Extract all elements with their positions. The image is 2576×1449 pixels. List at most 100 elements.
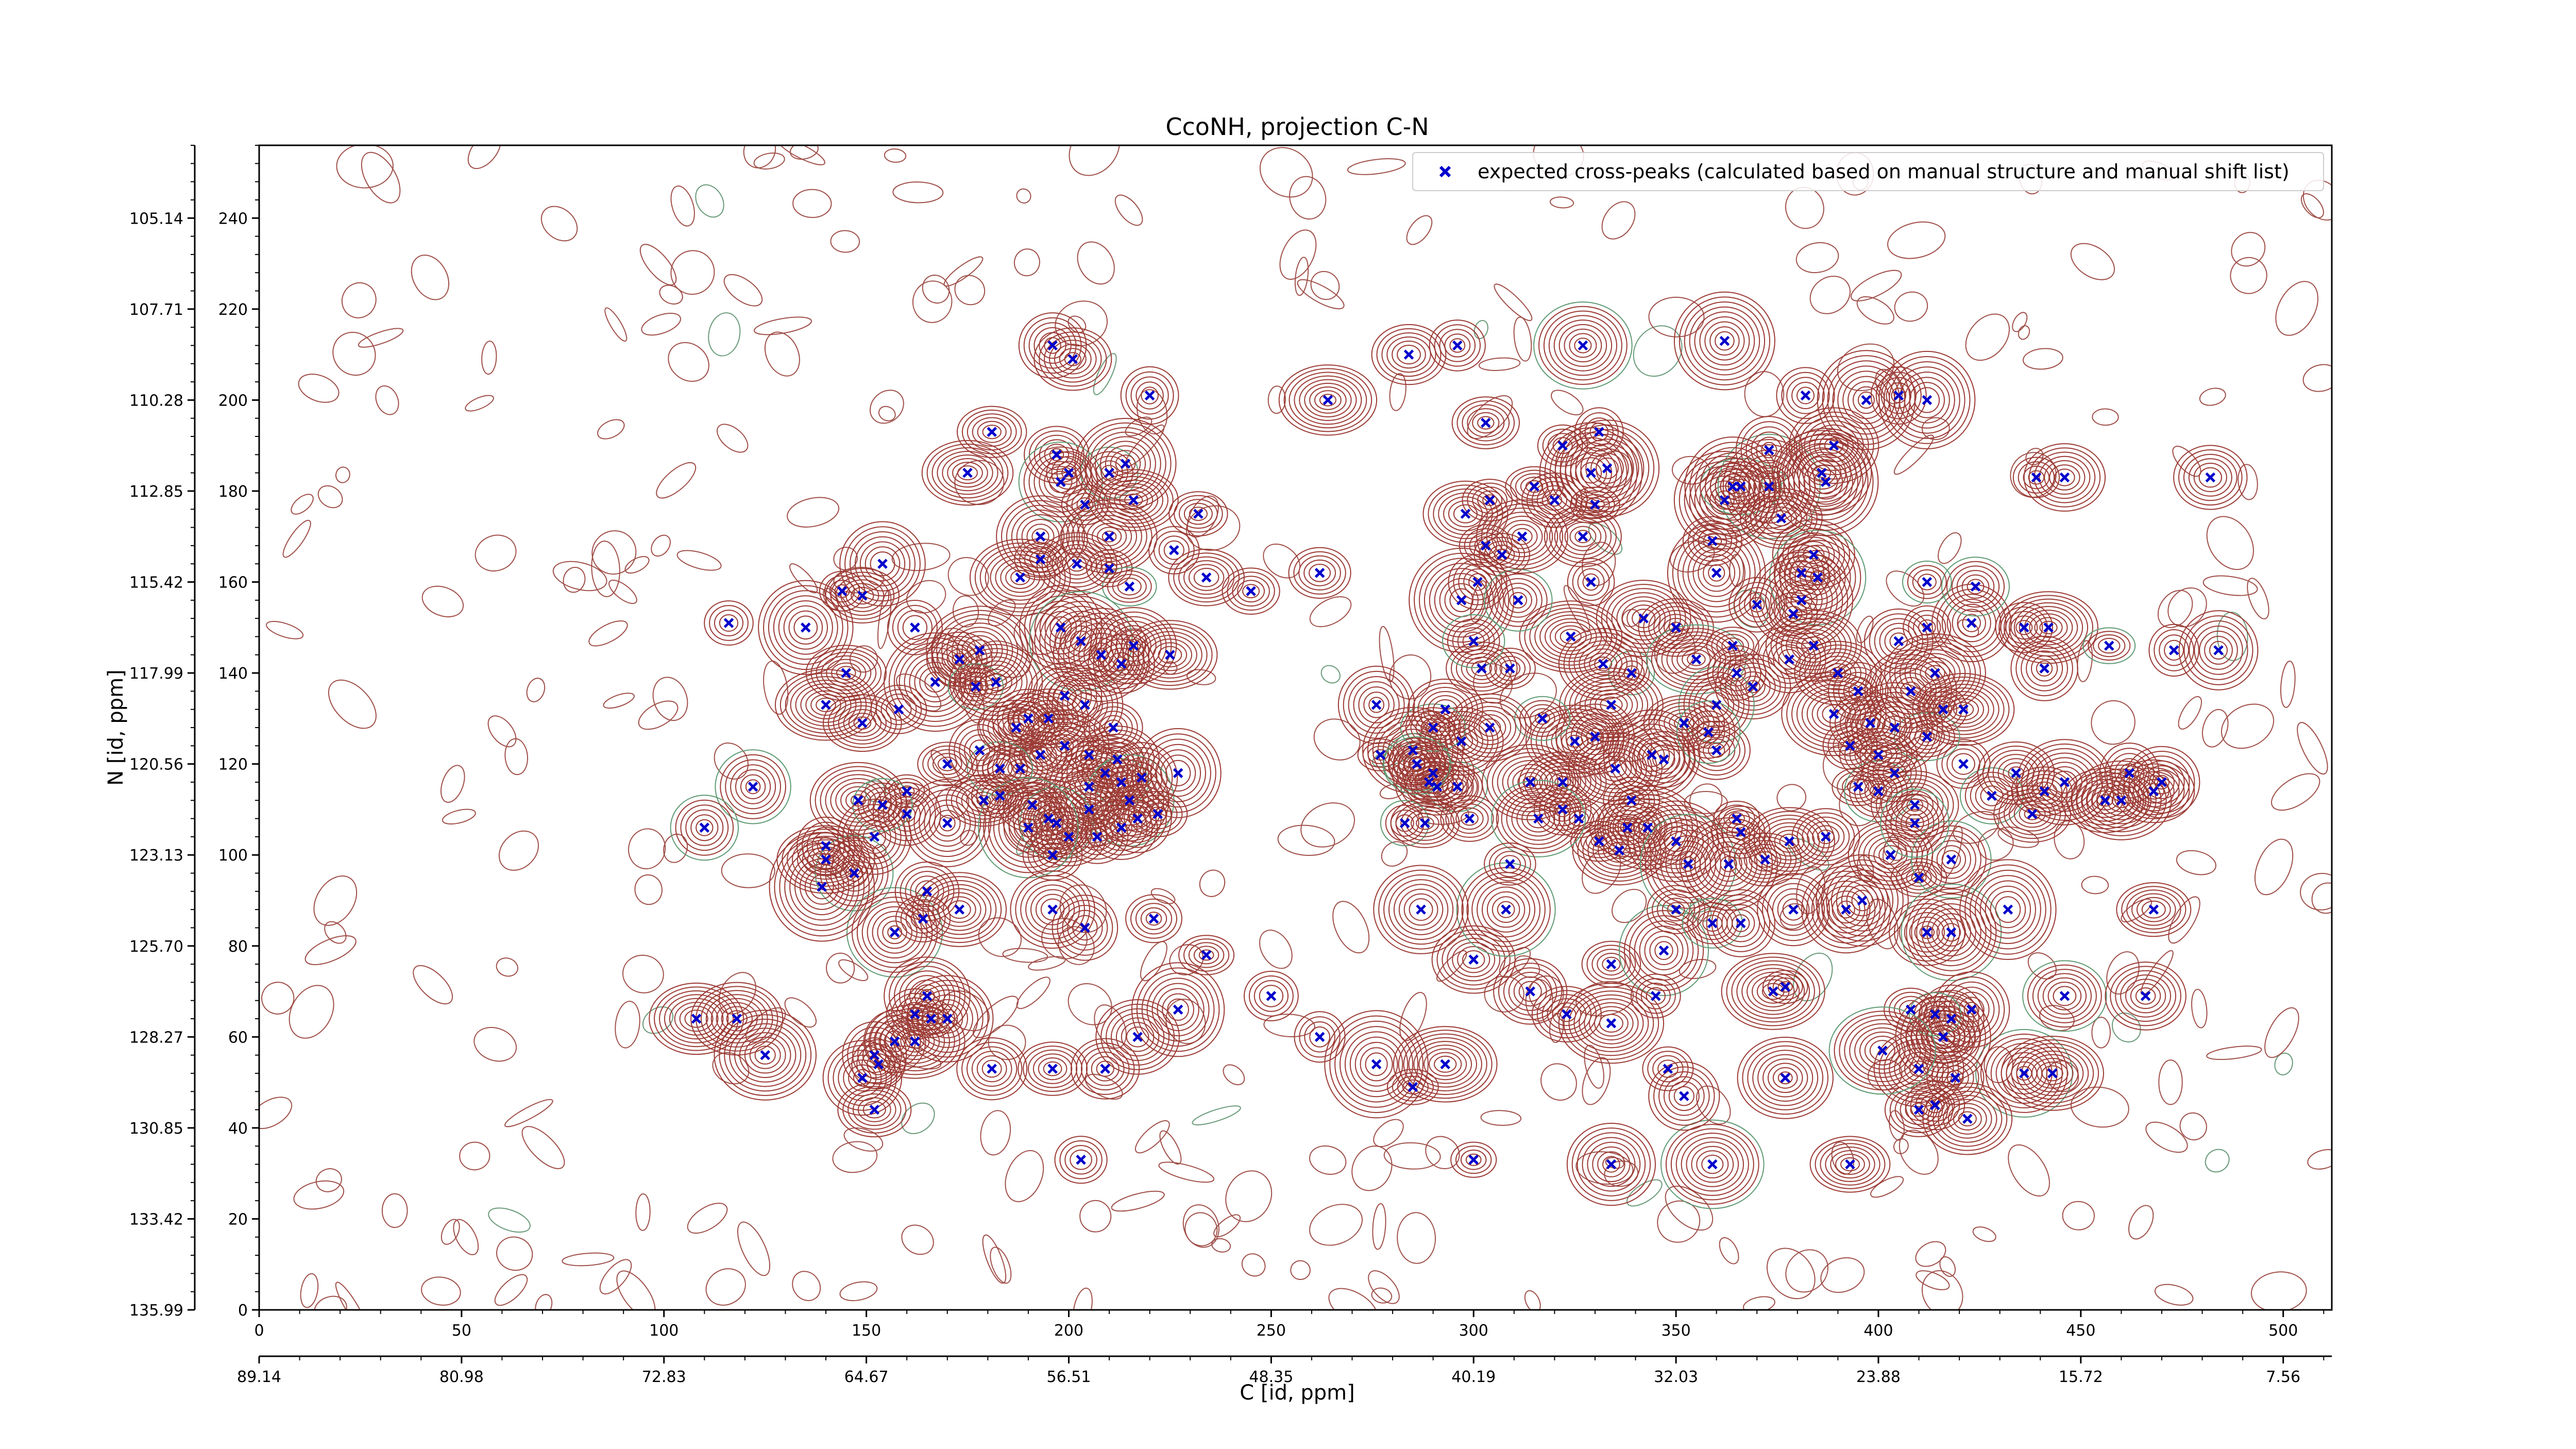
noise-contour bbox=[1719, 1237, 1739, 1265]
peak-contour bbox=[947, 458, 988, 488]
cross-peak-marker bbox=[1970, 581, 1981, 592]
peak-contour bbox=[1419, 558, 1504, 643]
peak-contour bbox=[919, 666, 952, 698]
peak-contour bbox=[1647, 1051, 1689, 1087]
cross-peak-marker bbox=[1428, 768, 1438, 779]
peak-contour bbox=[1125, 371, 1174, 420]
peak-contour bbox=[981, 1059, 1002, 1078]
peak-contour bbox=[1044, 444, 1070, 466]
noise-contour bbox=[1379, 626, 1395, 682]
cross-peak-marker bbox=[1047, 340, 1058, 351]
cross-peak-marker bbox=[1408, 1082, 1418, 1092]
noise-contour bbox=[1192, 1105, 1241, 1125]
peak-contour bbox=[2204, 635, 2233, 665]
peak-contour bbox=[1884, 987, 1938, 1032]
peak-contour bbox=[1455, 807, 1484, 830]
peak-contour bbox=[1615, 818, 1640, 838]
peak-contour bbox=[1559, 517, 1607, 555]
peak-contour bbox=[1879, 663, 1942, 719]
peak-contour bbox=[926, 443, 1009, 502]
noise-contour bbox=[2231, 232, 2266, 267]
peak-contour bbox=[1698, 529, 1727, 553]
cross-peak-marker bbox=[1132, 813, 1143, 824]
peak-contour bbox=[1506, 524, 1538, 549]
peak-contour bbox=[1054, 344, 1092, 375]
peak-contour bbox=[1135, 903, 1173, 935]
peak-contour bbox=[2076, 764, 2167, 836]
peak-contour bbox=[953, 667, 999, 706]
noise-contour bbox=[1041, 918, 1088, 959]
peak-contour bbox=[1059, 1140, 1103, 1180]
peak-contour bbox=[933, 888, 987, 931]
noise-contour bbox=[2023, 348, 2063, 370]
peak-contour bbox=[1745, 680, 1760, 694]
peak-contour bbox=[827, 698, 897, 748]
peak-contour bbox=[1158, 535, 1190, 565]
noise-contour bbox=[1347, 158, 1406, 175]
cross-peak-marker bbox=[1598, 659, 1608, 669]
cross-peak-marker bbox=[1513, 595, 1523, 605]
contour-layer bbox=[259, 145, 2332, 1310]
peak-contour bbox=[1337, 665, 1415, 744]
cross-peak-marker bbox=[1853, 782, 1863, 792]
cross-peak-marker bbox=[1776, 513, 1787, 524]
noise-contour bbox=[2062, 1201, 2095, 1231]
peak-contour bbox=[1465, 1153, 1482, 1166]
peak-contour bbox=[2049, 464, 2080, 491]
peak-contour bbox=[1061, 465, 1076, 480]
peak-contour bbox=[2121, 886, 2187, 933]
noise-contour bbox=[1279, 229, 1317, 280]
peak-contour bbox=[1927, 684, 1999, 735]
noise-contour bbox=[954, 275, 986, 306]
cross-peak-marker bbox=[1080, 700, 1090, 710]
peak-contour bbox=[1961, 574, 1990, 599]
noise-contour bbox=[1016, 188, 1031, 204]
noise-contour bbox=[1320, 665, 1341, 684]
peak-contour bbox=[1777, 981, 1793, 993]
cross-peak-marker bbox=[1100, 768, 1110, 779]
cross-peak-marker bbox=[1658, 945, 1669, 956]
noise-contour bbox=[298, 374, 340, 403]
cross-peak-marker bbox=[1047, 1064, 1058, 1074]
cross-peak-marker bbox=[1468, 1154, 1479, 1165]
noise-contour bbox=[721, 853, 775, 888]
cross-peak-marker bbox=[1752, 599, 1762, 610]
noise-contour bbox=[2302, 364, 2332, 392]
peak-contour bbox=[1248, 975, 1294, 1017]
y-axis-label: N [id, ppm] bbox=[104, 669, 128, 786]
peak-contour bbox=[1762, 635, 1816, 684]
peak-contour bbox=[1490, 780, 1586, 857]
peak-contour bbox=[1831, 869, 1894, 932]
peak-contour bbox=[1324, 1010, 1429, 1119]
peak-contour bbox=[1910, 1102, 1928, 1117]
noise-contour bbox=[2176, 850, 2216, 875]
peak-contour bbox=[961, 409, 1022, 454]
peak-contour bbox=[991, 789, 1009, 803]
peak-contour bbox=[1674, 716, 1694, 730]
peak-contour bbox=[969, 538, 1071, 616]
cross-peak-marker bbox=[1153, 808, 1163, 819]
peak-contour bbox=[1671, 642, 1721, 677]
peak-contour bbox=[1472, 486, 1508, 514]
cross-peak-marker bbox=[1128, 495, 1139, 506]
peak-contour bbox=[1785, 585, 1818, 616]
peak-contour bbox=[1665, 1124, 1759, 1205]
peak-contour bbox=[1494, 851, 1526, 878]
noise-contour bbox=[615, 1001, 640, 1049]
peak-contour bbox=[804, 869, 839, 905]
peak-contour bbox=[1786, 377, 1825, 414]
peak-contour bbox=[1618, 789, 1645, 812]
noise-contour bbox=[324, 921, 347, 944]
peak-contour bbox=[1372, 749, 1388, 761]
peak-contour bbox=[1057, 677, 1113, 732]
peak-contour bbox=[969, 739, 991, 761]
cross-peak-marker bbox=[1606, 1018, 1617, 1029]
peak-contour bbox=[2110, 966, 2181, 1026]
peak-contour bbox=[1826, 864, 1899, 937]
peak-contour bbox=[2012, 457, 2060, 498]
noise-contour bbox=[953, 595, 979, 628]
cross-peak-marker bbox=[857, 718, 868, 728]
peak-contour bbox=[1099, 770, 1159, 831]
cross-peak-marker bbox=[1906, 1004, 1916, 1015]
cross-peak-marker bbox=[942, 1014, 953, 1024]
